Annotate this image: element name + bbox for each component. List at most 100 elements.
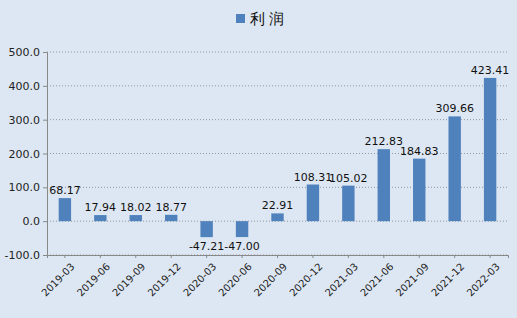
x-tick: 2021-03: [323, 255, 360, 298]
bar: [307, 185, 319, 222]
y-tick: 200.0: [9, 148, 48, 161]
x-tick-label: 2021-09: [394, 261, 431, 298]
y-tick-mark: [43, 154, 47, 155]
grid-line: [47, 52, 508, 53]
y-tick-label: 500.0: [9, 46, 41, 59]
legend: 利润: [236, 10, 288, 28]
x-tick-mark: [277, 255, 278, 258]
chart: -100.0 0.0 100.0 200.0 300.0 400.0 500.0 2019-0…: [0, 0, 517, 318]
x-tick-mark: [383, 255, 384, 258]
grid: [47, 52, 508, 255]
y-tick-label: 300.0: [9, 114, 41, 127]
x-tick-mark: [490, 255, 491, 258]
grid-line: [47, 119, 508, 120]
y-axis-line: [43, 53, 48, 256]
y-tick-mark: [43, 221, 47, 222]
y-tick-mark: [43, 187, 47, 188]
x-tick: 2021-06: [358, 255, 395, 298]
y-tick-mark: [43, 52, 47, 53]
data-label: -47.00: [224, 240, 259, 253]
x-tick-mark: [454, 255, 455, 258]
bar: [413, 159, 425, 222]
bar: [130, 215, 142, 221]
x-tick-mark: [135, 255, 136, 258]
bar: [484, 78, 496, 221]
x-axis-line: [48, 256, 509, 259]
bar: [271, 213, 283, 221]
bar: [94, 215, 106, 221]
x-tick: 2019-03: [39, 255, 76, 298]
y-tick: -100.0: [5, 249, 47, 262]
x-tick: 2022-03: [465, 255, 502, 298]
x-tick-mark: [100, 255, 101, 258]
x-tick-label: 2019-12: [146, 261, 183, 298]
y-axis: -100.0 0.0 100.0 200.0 300.0 400.0 500.0: [5, 46, 48, 262]
y-tick-label: 0.0: [23, 215, 41, 228]
x-tick-mark: [242, 255, 243, 258]
y-tick-label: 200.0: [9, 148, 41, 161]
data-label: 22.91: [262, 199, 294, 212]
data-label: 309.66: [435, 102, 474, 115]
x-tick-mark: [419, 255, 420, 258]
y-tick-mark: [43, 120, 47, 121]
x-tick-label: 2020-09: [252, 261, 289, 298]
x-tick: 2019-06: [75, 255, 112, 298]
x-tick-label: 2019-09: [110, 261, 147, 298]
data-label: 423.41: [471, 64, 510, 77]
data-label: 105.02: [329, 172, 368, 185]
data-label: 212.83: [365, 135, 404, 148]
data-label: 18.77: [155, 201, 187, 214]
bar: [59, 198, 71, 221]
x-tick-label: 2020-06: [217, 261, 254, 298]
y-tick: 500.0: [9, 46, 48, 59]
x-tick-label: 2019-06: [75, 261, 112, 298]
y-tick: 300.0: [9, 114, 48, 127]
x-axis: 2019-032019-062019-092019-122020-032020-…: [39, 255, 508, 298]
y-tick-label: 400.0: [9, 80, 41, 93]
grid-line: [47, 85, 508, 86]
y-tick: 400.0: [9, 80, 48, 93]
x-tick-label: 2022-03: [465, 261, 502, 298]
y-tick: 100.0: [9, 181, 48, 194]
x-tick-mark: [206, 255, 207, 258]
x-tick-label: 2021-12: [429, 261, 466, 298]
data-label: 68.17: [49, 184, 81, 197]
x-tick-label: 2020-12: [287, 261, 324, 298]
legend-swatch: [236, 14, 245, 23]
data-label: 108.31: [294, 171, 333, 184]
bar: [165, 215, 177, 221]
x-tick-mark: [348, 255, 349, 258]
x-tick: 2020-09: [252, 255, 289, 298]
data-label: -47.21: [189, 240, 224, 253]
data-label: 18.02: [120, 201, 152, 214]
x-tick-mark: [171, 255, 172, 258]
x-tick-label: 2021-03: [323, 261, 360, 298]
grid-line: [47, 153, 508, 154]
x-tick-label: 2019-03: [39, 261, 76, 298]
x-tick: 2021-09: [394, 255, 431, 298]
y-tick-mark: [43, 255, 47, 256]
y-tick-label: -100.0: [5, 249, 40, 262]
bar: [342, 186, 354, 222]
x-tick-label: 2021-06: [358, 261, 395, 298]
bar: [448, 116, 460, 221]
data-label: 17.94: [85, 201, 117, 214]
x-tick-mark: [64, 255, 65, 258]
x-tick: 2020-03: [181, 255, 218, 298]
x-tick: 2019-09: [110, 255, 147, 298]
y-tick-label: 100.0: [9, 181, 41, 194]
x-tick-mark: [312, 255, 313, 258]
bar: [378, 149, 390, 221]
y-tick: 0.0: [23, 215, 48, 228]
bar: [236, 221, 248, 237]
x-tick: 2021-12: [429, 255, 466, 298]
y-tick-mark: [43, 86, 47, 87]
bar: [200, 221, 212, 237]
bars: [59, 78, 497, 237]
legend-label: 利润: [250, 10, 288, 28]
x-tick: 2019-12: [146, 255, 183, 298]
x-tick-label: 2020-03: [181, 261, 218, 298]
x-tick: 2020-06: [217, 255, 254, 298]
x-tick: 2020-12: [287, 255, 324, 298]
data-label: 184.83: [400, 145, 439, 158]
